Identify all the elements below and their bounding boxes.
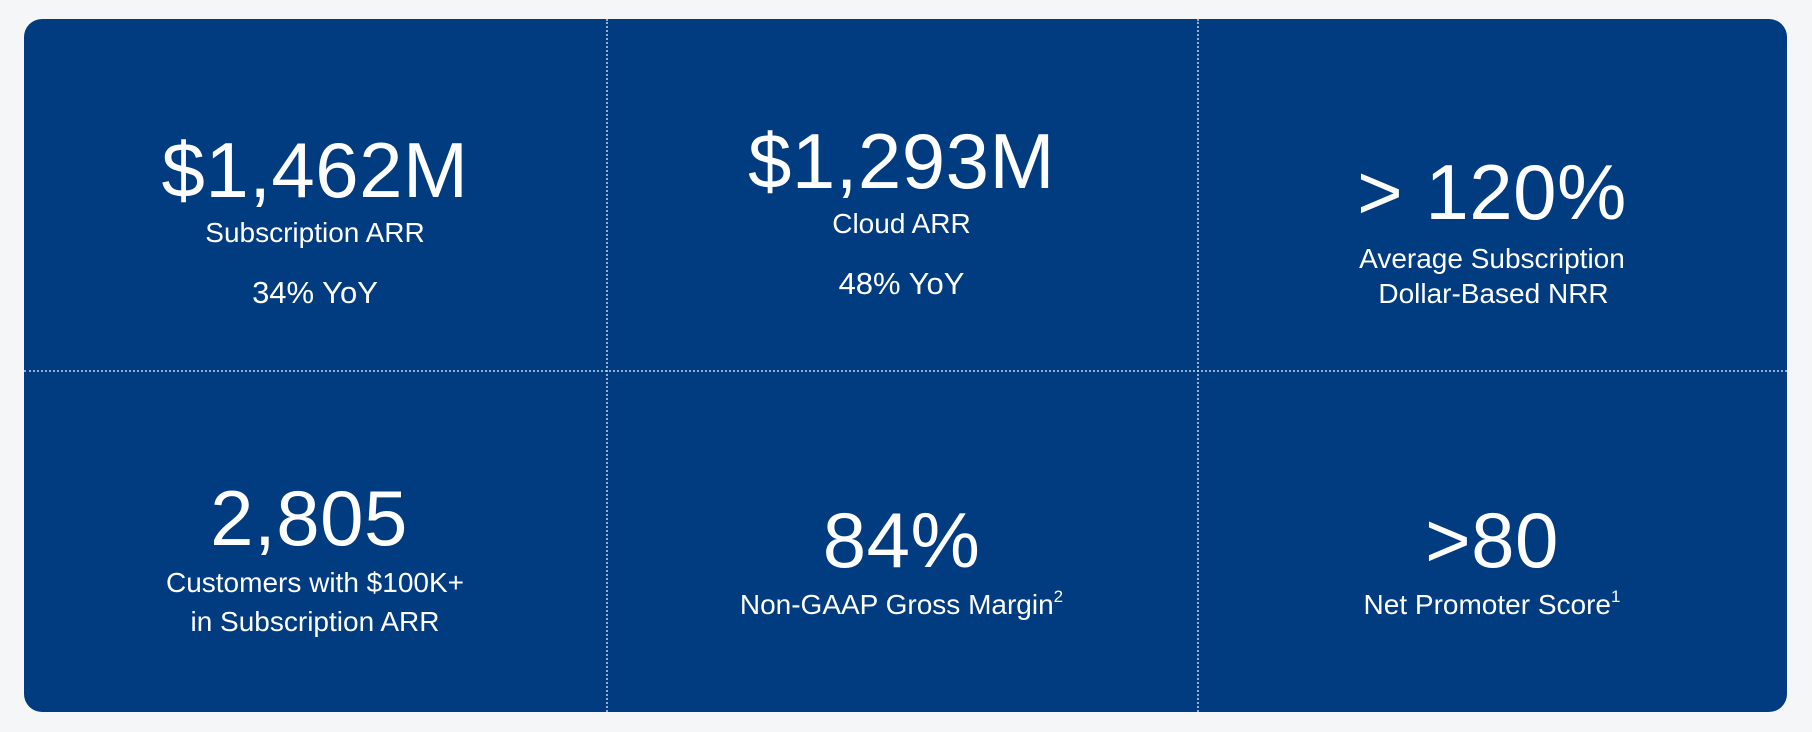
metric-value: $1,462M xyxy=(161,126,469,214)
column-divider xyxy=(1197,19,1199,712)
metric-value: $1,293M xyxy=(747,117,1056,205)
metrics-panel: $1,462M Subscription ARR 34% YoY $1,293M… xyxy=(24,19,1787,712)
metric-nps: >80 Net Promoter Score1 xyxy=(1197,501,1787,622)
metric-value: > 120% xyxy=(1357,148,1627,236)
metric-subscription-arr: $1,462M Subscription ARR 34% YoY xyxy=(24,131,606,311)
metric-gross-margin: 84% Non-GAAP Gross Margin2 xyxy=(606,501,1197,622)
metric-customers: 2,805 Customers with $100K+ in Subscript… xyxy=(24,479,606,639)
metric-label: Cloud ARR xyxy=(832,208,971,239)
footnote-marker: 1 xyxy=(1610,587,1621,606)
metric-cloud-arr: $1,293M Cloud ARR 48% YoY xyxy=(606,122,1197,302)
metric-nrr: > 120% Average Subscription Dollar-Based… xyxy=(1197,153,1787,311)
metric-value: 2,805 xyxy=(210,474,408,562)
metric-label: Subscription ARR xyxy=(205,217,425,248)
metric-label: Average Subscription xyxy=(1359,243,1625,274)
metric-label: Customers with $100K+ xyxy=(165,567,465,598)
footnote-marker: 2 xyxy=(1053,587,1064,606)
metric-label: in Subscription ARR xyxy=(190,606,440,637)
metric-label: Non-GAAP Gross Margin2 xyxy=(739,587,1064,620)
metric-value: 84% xyxy=(822,496,981,584)
metric-label: Dollar-Based NRR xyxy=(1378,278,1609,309)
metric-detail: 48% YoY xyxy=(838,266,965,301)
column-divider xyxy=(606,19,608,712)
metric-label: Net Promoter Score1 xyxy=(1363,587,1621,620)
metric-detail: 34% YoY xyxy=(252,275,378,310)
metric-value: >80 xyxy=(1425,496,1559,584)
row-divider xyxy=(24,370,1787,372)
